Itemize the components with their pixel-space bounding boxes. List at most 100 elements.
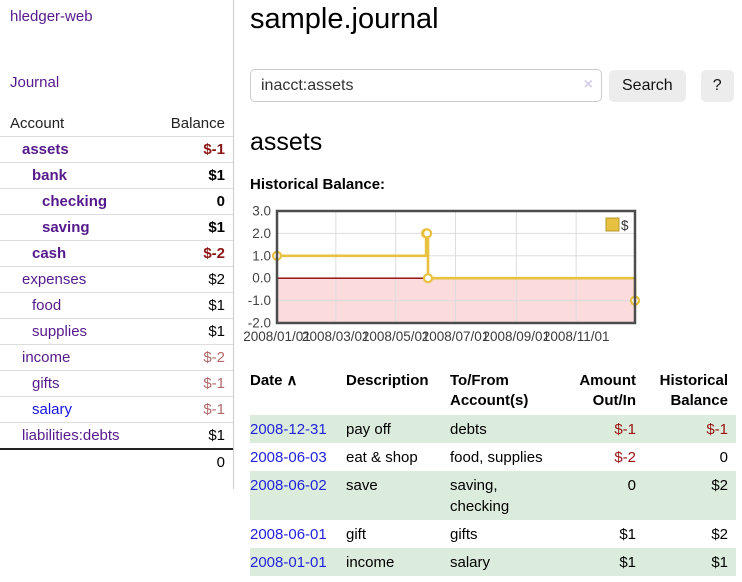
account-link[interactable]: salary [32,401,73,418]
page-title: sample.journal [250,3,439,35]
svg-text:-1.0: -1.0 [248,293,271,308]
transaction-accounts: debts [450,421,487,438]
account-link[interactable]: gifts [32,375,60,392]
account-heading: assets [250,128,323,156]
account-link[interactable]: checking [42,193,108,210]
register-row: 2008-06-02 save saving, checking 0 $2 [250,471,736,520]
register-header-tofrom: To/From Account(s) [450,372,529,409]
svg-text:2008/05/01: 2008/05/01 [362,329,430,344]
help-button[interactable]: ? [700,69,734,102]
account-row: food $1 [0,292,233,319]
transaction-amount: $-2 [614,449,636,466]
svg-text:2008/07/01: 2008/07/01 [422,329,490,344]
account-link[interactable]: cash [32,245,67,262]
account-balance: $-2 [148,344,233,371]
historical-balance-chart: $3.0 2.0 1.0 0.0 -1.0 -2.0 2008/01/01 2008/03/0… [241,204,742,353]
register-header-description: Description [346,372,429,389]
account-row: salary $-1 [0,396,233,423]
account-link[interactable]: income [22,349,71,366]
account-link[interactable]: assets [22,141,69,158]
transaction-amount: $1 [619,526,636,543]
svg-text:0.0: 0.0 [252,271,271,286]
transaction-date-link[interactable]: 2008-06-03 [250,449,327,466]
register-header-date[interactable]: Date ∧ [250,372,298,389]
transaction-description: eat & shop [346,449,418,466]
register-header-row: Date ∧ Description To/From Account(s) Amount O… [250,369,736,415]
transaction-accounts: saving, checking [450,477,510,515]
transaction-balance: $1 [711,554,728,571]
account-row: bank $1 [0,162,233,189]
search-form: × Search ? [250,69,742,102]
svg-text:-2.0: -2.0 [248,316,271,331]
register-row: 2008-06-01 gift gifts $1 $2 [250,520,736,548]
transaction-date-link[interactable]: 2008-06-01 [250,526,327,543]
account-balance: $2 [148,266,233,293]
transaction-amount: 0 [627,477,636,494]
register-header-amount: Amount Out/In [579,372,636,409]
accounts-table: Account Balance assets $-1 bank $1 checking 0… [0,112,233,475]
account-row: checking 0 [0,188,233,215]
account-row: liabilities:debts $1 [0,422,233,449]
clear-search-icon[interactable]: × [583,76,593,93]
register-row: 2008-01-01 income salary $1 $1 [250,548,736,576]
account-balance: $1 [148,422,233,449]
account-link[interactable]: food [32,297,62,314]
account-link[interactable]: expenses [22,271,87,288]
account-row: saving $1 [0,214,233,241]
sidebar-nav: Journal [0,74,233,91]
account-row: supplies $1 [0,318,233,345]
account-balance: $1 [148,214,233,241]
transaction-description: save [346,477,378,494]
sidebar: hledger-web Journal Account Balance asse… [0,0,234,489]
account-link[interactable]: saving [42,219,90,236]
account-row: expenses $2 [0,266,233,293]
account-row: assets $-1 [0,136,233,163]
search-input-wrap: × [250,69,602,102]
accounts-total-row: 0 [0,448,233,475]
svg-text:1.0: 1.0 [252,248,271,263]
svg-text:2008/09/01: 2008/09/01 [483,329,551,344]
search-input[interactable] [250,69,602,102]
transaction-date-link[interactable]: 2008-12-31 [250,421,327,438]
account-row: income $-2 [0,344,233,371]
balance-chart-svg: $3.0 2.0 1.0 0.0 -1.0 -2.02008/01/012008/03/0… [243,204,641,344]
transaction-balance: $2 [711,526,728,543]
transaction-balance: 0 [719,449,728,466]
main-content: sample.journal × Search ? assets Histori… [243,0,742,576]
svg-text:2008/03/01: 2008/03/01 [302,329,370,344]
transaction-balance: $-1 [706,421,728,438]
account-link[interactable]: supplies [32,323,88,340]
accounts-total-balance: 0 [148,448,233,475]
account-row: gifts $-1 [0,370,233,397]
account-balance: $-2 [148,240,233,267]
account-balance: 0 [148,188,233,215]
nav-journal-link[interactable]: Journal [10,74,60,91]
search-button[interactable]: Search [609,69,686,102]
accounts-header-row: Account Balance [0,112,233,137]
account-row: cash $-2 [0,240,233,267]
transaction-balance: $2 [711,477,728,494]
app-brand-link[interactable]: hledger-web [10,8,93,25]
account-link[interactable]: bank [32,167,68,184]
account-balance: $-1 [148,396,233,423]
transaction-amount: $-1 [614,421,636,438]
accounts-header-balance: Balance [170,115,225,132]
svg-text:$: $ [621,218,629,233]
transaction-amount: $1 [619,554,636,571]
transaction-accounts: salary [450,554,491,571]
accounts-total-spacer [0,448,149,475]
transaction-description: pay off [346,421,391,438]
transaction-accounts: food, supplies [450,449,543,466]
account-link[interactable]: liabilities:debts [22,427,120,444]
accounts-header-account: Account [10,115,65,132]
svg-text:3.0: 3.0 [252,205,271,219]
svg-text:2.0: 2.0 [252,226,271,241]
transaction-date-link[interactable]: 2008-06-02 [250,477,327,494]
svg-text:2008/11/01: 2008/11/01 [543,329,610,344]
accounts-table-body: assets $-1 bank $1 checking 0 saving $1 cash $-2 e… [0,136,233,449]
transaction-date-link[interactable]: 2008-01-01 [250,554,327,571]
register-table: Date ∧ Description To/From Account(s) Amount O… [250,369,736,576]
account-balance: $1 [148,292,233,319]
sort-ascending-icon[interactable]: ∧ [286,372,298,389]
account-balance: $1 [148,162,233,189]
